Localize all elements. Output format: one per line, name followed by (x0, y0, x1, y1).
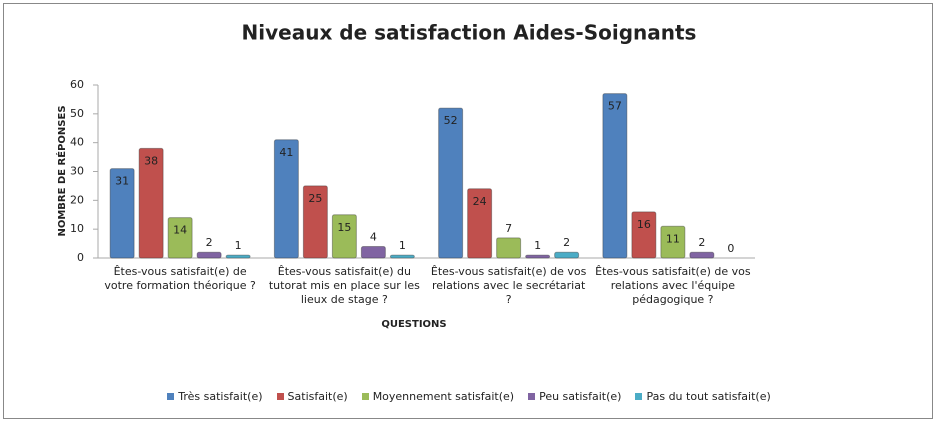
value-label: 41 (279, 146, 293, 159)
bar (496, 237, 522, 259)
bar (138, 147, 164, 259)
value-label: 1 (399, 239, 406, 252)
legend-swatch (276, 393, 284, 400)
value-label: 1 (235, 239, 242, 252)
y-axis-title: NOMBRE DE RÉPONSES (55, 105, 68, 236)
legend-item: Pas du tout satisfait(e) (635, 390, 771, 403)
bar (302, 185, 328, 259)
legend-label: Pas du tout satisfait(e) (646, 390, 771, 403)
bar (467, 188, 493, 259)
value-label: 31 (115, 175, 129, 188)
x-tick-label: Êtes-vous satisfait(e) de vos relations … (595, 265, 751, 306)
value-label: 2 (698, 236, 705, 249)
bar (196, 251, 222, 259)
legend-item: Peu satisfait(e) (528, 390, 621, 403)
bar (525, 254, 551, 259)
bar (167, 217, 193, 259)
legend-label: Peu satisfait(e) (539, 390, 622, 403)
value-label: 1 (534, 239, 541, 252)
value-label: 16 (637, 218, 651, 231)
y-tick-label: 30 (70, 165, 84, 178)
y-tick-label: 40 (70, 136, 84, 149)
value-label: 2 (206, 236, 213, 249)
x-tick-label: Êtes-vous satisfait(e) du tutorat mis en… (268, 265, 420, 306)
value-label: 4 (370, 230, 377, 243)
x-axis-title: QUESTIONS (381, 319, 446, 330)
value-label: 14 (173, 224, 187, 237)
bar (389, 254, 415, 259)
bar (631, 211, 657, 259)
y-tick-label: 60 (70, 78, 84, 91)
bar (438, 107, 464, 259)
value-label: 57 (608, 100, 622, 113)
value-label: 0 (727, 242, 734, 255)
legend-label: Très satisfait(e) (178, 390, 263, 403)
bar (360, 245, 386, 259)
bar (660, 225, 686, 259)
bar (109, 168, 135, 259)
legend-swatch (361, 393, 369, 400)
legend-swatch (635, 393, 643, 400)
x-tick-label: Êtes-vous satisfait(e) de vos relations … (430, 265, 587, 306)
value-label: 25 (308, 192, 322, 205)
legend-item: Moyennement satisfait(e) (361, 390, 515, 403)
legend-label: Satisfait(e) (287, 390, 348, 403)
value-label: 38 (144, 154, 158, 167)
y-tick-label: 0 (77, 251, 84, 264)
chart-title: Niveaux de satisfaction Aides-Soignants (242, 21, 697, 45)
legend-label: Moyennement satisfait(e) (372, 390, 515, 403)
bar (689, 251, 715, 259)
y-tick-label: 50 (70, 107, 84, 120)
value-label: 2 (563, 236, 570, 249)
value-label: 52 (444, 114, 458, 127)
bar (554, 251, 580, 259)
bar (602, 93, 628, 259)
x-tick-label: Êtes-vous satisfait(e) de votre formatio… (104, 265, 256, 292)
legend-swatch (528, 393, 536, 400)
legend: Très satisfait(e) Satisfait(e) Moyennement… (0, 390, 938, 403)
bar (273, 139, 299, 259)
y-tick-label: 20 (70, 193, 84, 206)
value-label: 24 (473, 195, 487, 208)
legend-item: Très satisfait(e) (167, 390, 263, 403)
legend-swatch (167, 393, 175, 400)
legend-item: Satisfait(e) (276, 390, 348, 403)
value-label: 7 (505, 222, 512, 235)
y-tick-label: 10 (70, 222, 84, 235)
bar (331, 214, 357, 259)
value-label: 11 (666, 232, 680, 245)
value-label: 15 (337, 221, 351, 234)
bar (225, 254, 251, 259)
